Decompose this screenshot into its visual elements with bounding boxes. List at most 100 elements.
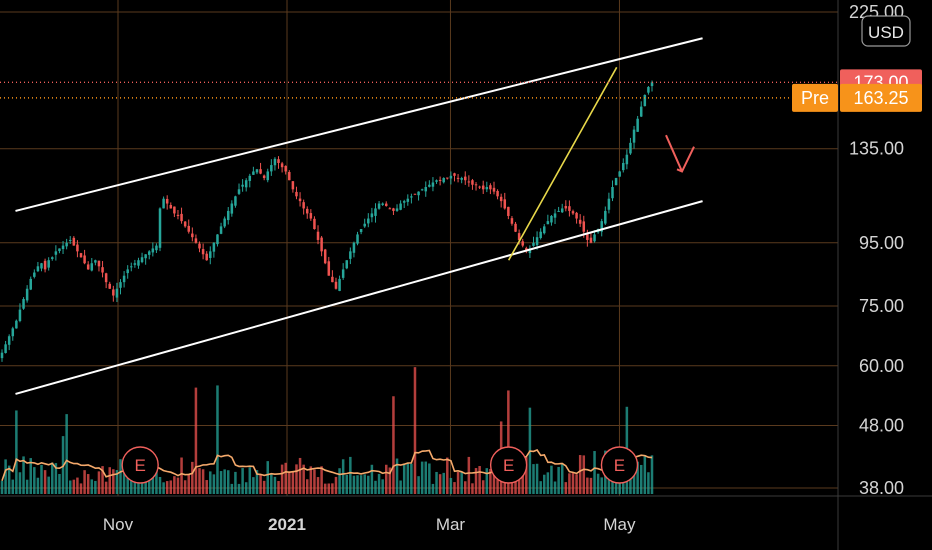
candle-body xyxy=(137,260,140,266)
candle-body xyxy=(643,95,647,107)
x-tick-label-1: 2021 xyxy=(268,515,306,534)
candle-body xyxy=(492,187,496,192)
volume-bar xyxy=(0,480,4,494)
candle-body xyxy=(0,352,4,359)
candle-body xyxy=(61,245,65,250)
candle-body xyxy=(374,208,377,216)
candle-body xyxy=(481,185,485,190)
volume-bar xyxy=(187,474,190,494)
channel-upper-line xyxy=(15,37,703,212)
x-tick-label-2: Mar xyxy=(436,515,466,534)
candle-body xyxy=(191,233,194,238)
candle-body xyxy=(147,251,151,255)
candle-body xyxy=(288,172,291,181)
candle-body xyxy=(489,185,492,190)
drawn-lines xyxy=(0,37,838,395)
volume-bar xyxy=(395,458,399,494)
volume-bar xyxy=(277,481,280,494)
candle-body xyxy=(65,242,68,247)
time-axis: Nov 2021 Mar May xyxy=(103,515,636,534)
candle-body xyxy=(277,159,280,163)
candle-body xyxy=(212,242,216,252)
candle-body xyxy=(471,180,474,185)
volume-bar xyxy=(259,474,262,494)
candle-body xyxy=(316,231,320,240)
candle-body xyxy=(90,263,94,271)
volume-bar xyxy=(370,464,374,494)
volume-bar xyxy=(90,479,94,494)
volume-bar xyxy=(212,474,216,494)
volume-bar xyxy=(140,478,144,494)
candle-body xyxy=(180,213,183,222)
candle-body xyxy=(639,106,643,117)
candle-body xyxy=(68,239,72,241)
volume-bar xyxy=(151,472,155,494)
volume-bar xyxy=(58,473,61,494)
volume-bar xyxy=(101,466,104,494)
volume-bar xyxy=(589,477,593,494)
volume-bar xyxy=(209,471,212,494)
candle-body xyxy=(266,171,270,181)
candle-body xyxy=(4,344,7,353)
candle-body xyxy=(140,257,144,263)
volume-bar xyxy=(316,477,320,494)
currency-button[interactable]: USD xyxy=(861,15,911,47)
volume-bar xyxy=(438,474,442,494)
candle-body xyxy=(449,175,453,179)
volume-bar xyxy=(489,468,492,494)
volume-bar xyxy=(104,481,108,494)
volume-bar xyxy=(234,471,237,494)
candle-body xyxy=(198,243,201,249)
candle-body xyxy=(532,242,535,246)
candle-body xyxy=(507,206,510,216)
earnings-label-1: E xyxy=(503,456,514,475)
candle-body xyxy=(417,191,420,196)
candle-body xyxy=(209,251,212,258)
candle-body xyxy=(413,193,417,195)
candle-body xyxy=(478,186,481,188)
volume-bar xyxy=(467,456,471,494)
volume-bar xyxy=(474,468,478,494)
candle-body xyxy=(410,196,413,198)
volume-bar xyxy=(384,464,388,494)
candle-body xyxy=(219,226,223,234)
candle-body xyxy=(79,253,83,258)
volume-bar xyxy=(521,466,524,494)
volume-bar xyxy=(363,474,366,494)
candle-body xyxy=(428,184,431,187)
volume-bar xyxy=(33,467,36,494)
earnings-marker-2 xyxy=(600,446,639,484)
candle-body xyxy=(503,199,507,209)
candle-body xyxy=(309,213,313,219)
volume-bar xyxy=(284,462,287,494)
candle-body xyxy=(399,203,402,210)
volume-bar xyxy=(568,473,571,494)
volume-bar xyxy=(309,466,313,494)
volume-bar xyxy=(291,471,295,494)
volume-bar xyxy=(327,483,331,494)
volume-bar xyxy=(25,479,29,494)
candle-body xyxy=(119,282,122,288)
volume-bar xyxy=(428,463,431,494)
volume-bar xyxy=(478,466,481,494)
candle-body xyxy=(11,328,15,337)
candle-body xyxy=(568,206,571,211)
y-tick-label-3: 75.00 xyxy=(859,296,904,316)
candle-body xyxy=(241,184,244,187)
candle-body xyxy=(104,273,108,283)
candle-body xyxy=(270,165,273,172)
candlesticks xyxy=(0,80,654,362)
candle-body xyxy=(144,254,147,259)
candle-body xyxy=(650,82,654,87)
volume-bar xyxy=(115,470,119,494)
candle-body xyxy=(33,272,36,277)
volume-bar xyxy=(564,482,568,494)
volume-bar xyxy=(629,473,632,494)
volume-bar xyxy=(338,468,341,494)
volume-bar xyxy=(420,461,424,494)
volume-bar xyxy=(359,475,363,494)
volume-bar xyxy=(119,459,122,494)
volume-bar xyxy=(244,482,248,494)
volume-bar xyxy=(270,473,273,494)
